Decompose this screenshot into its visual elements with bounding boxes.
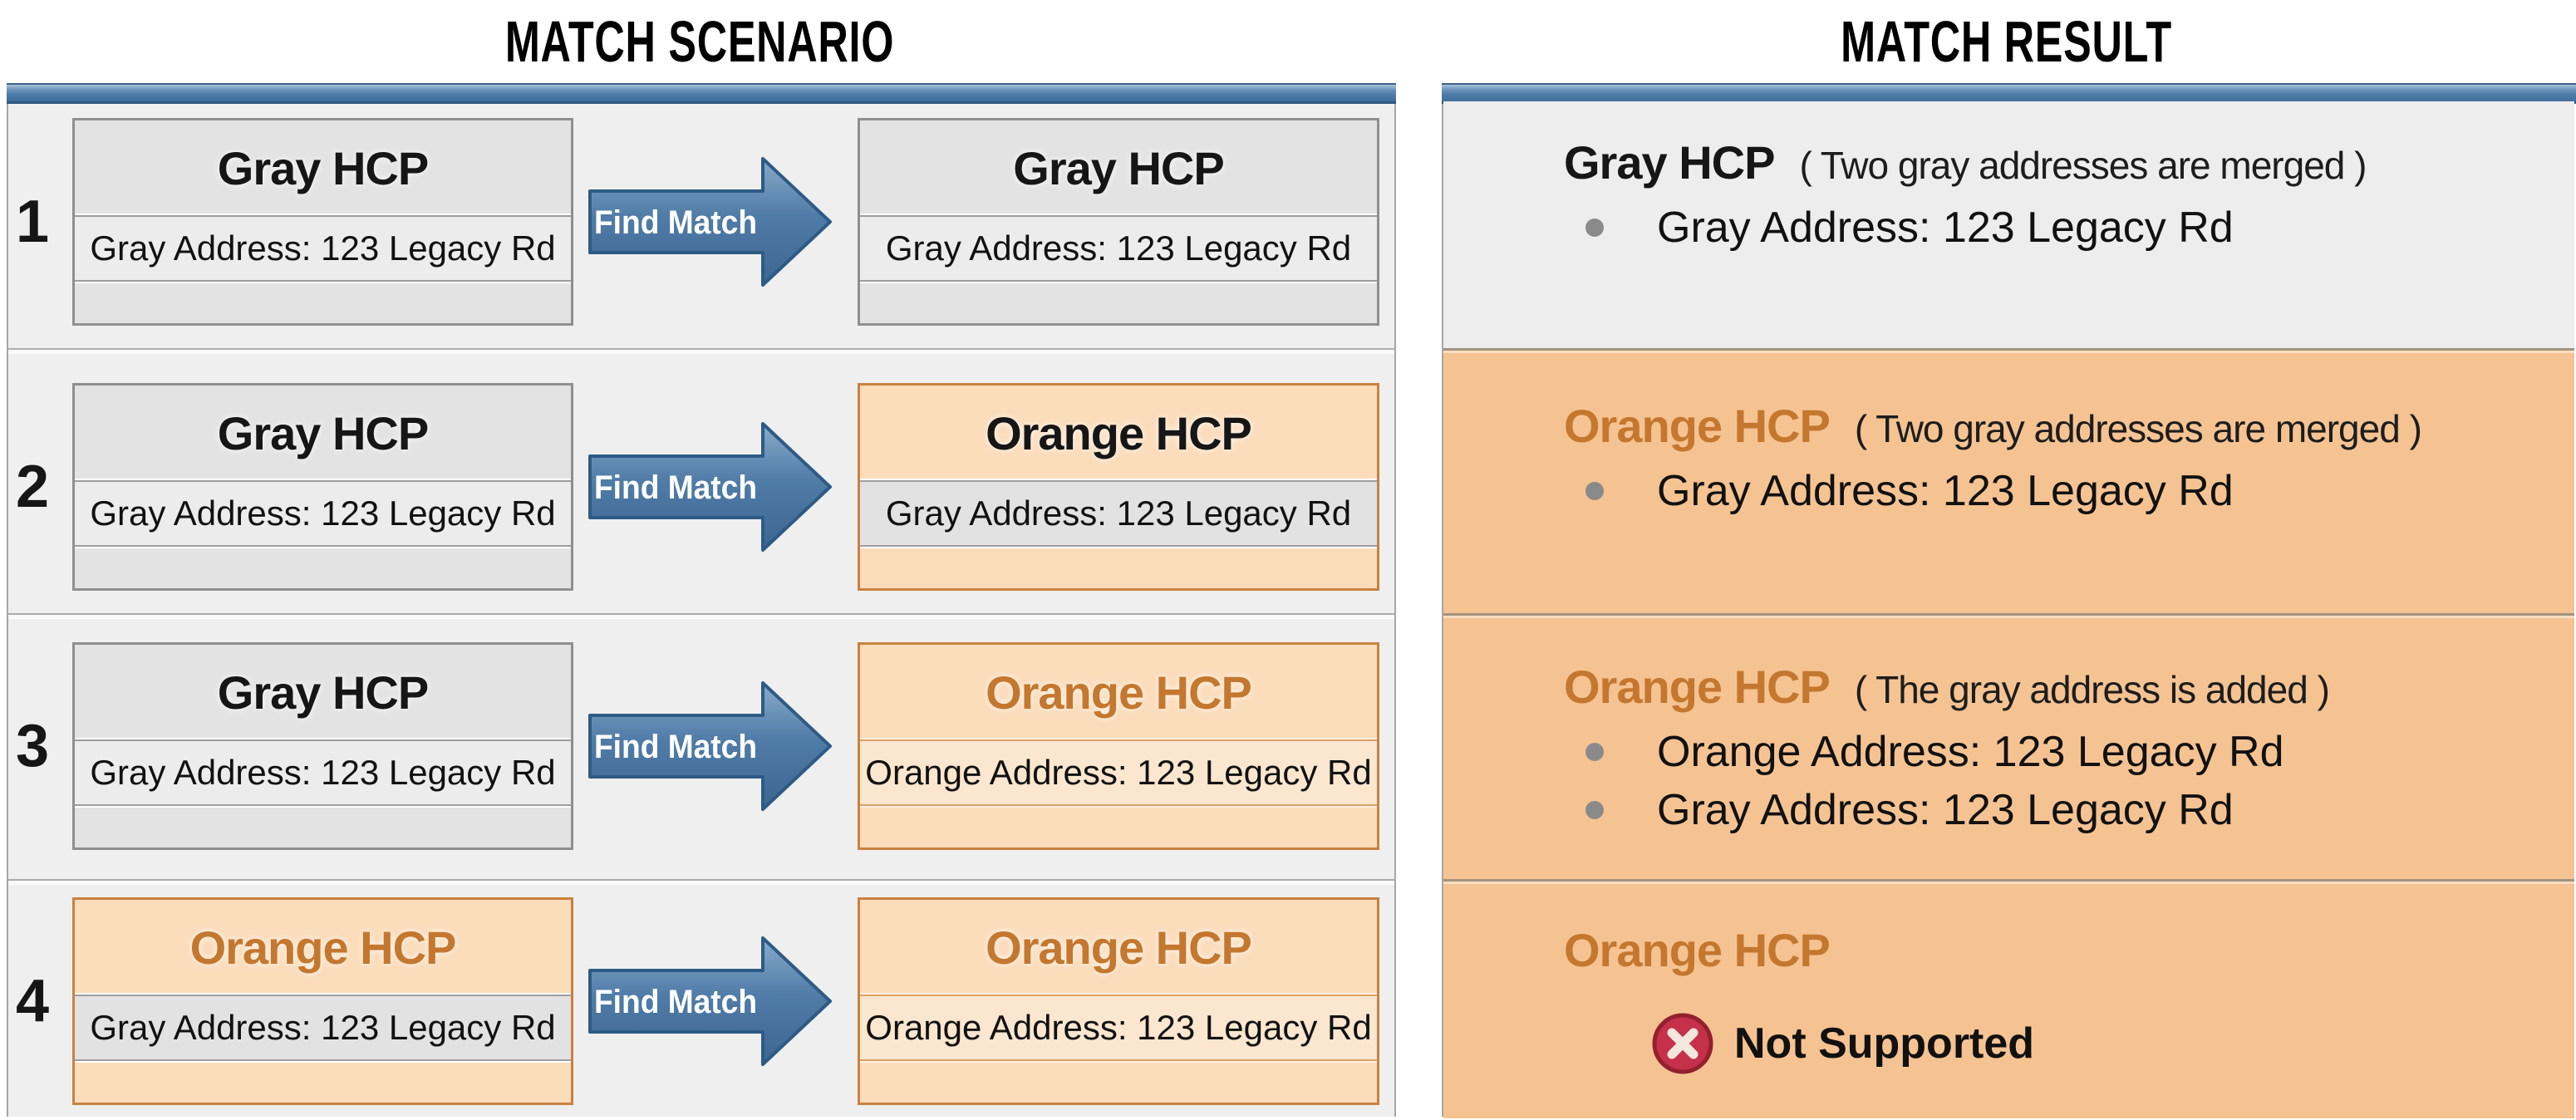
result-note: ( Two gray addresses are merged ) (1799, 144, 2367, 187)
result-note: ( Two gray addresses are merged ) (1854, 407, 2422, 450)
scenario-row-2: 2 Gray HCP Gray Address: 123 Legacy Rd F… (8, 348, 1394, 615)
hcp-card-title: Orange HCP (986, 406, 1252, 459)
find-match-label: Find Match (594, 204, 757, 241)
hcp-card-empty-row (75, 282, 571, 323)
result-address-text: Gray Address: 123 Legacy Rd (1657, 204, 2234, 252)
bullet-dot-icon (1585, 482, 1604, 500)
scenario-number: 2 (15, 454, 50, 520)
result-bullet-item: Orange Address: 123 Legacy Rd (1585, 723, 2574, 781)
result-note: ( The gray address is added ) (1854, 668, 2330, 711)
scenario-row-3: 3 Gray HCP Gray Address: 123 Legacy Rd F… (8, 613, 1394, 881)
not-supported-status: Not Supported (1651, 1012, 2574, 1075)
result-hcp-name: Orange HCP (1564, 661, 1831, 713)
hcp-card: Orange HCP Gray Address: 123 Legacy Rd (72, 897, 573, 1105)
hcp-card: Orange HCP Orange Address: 123 Legacy Rd (858, 897, 1379, 1105)
error-x-icon (1652, 1013, 1713, 1074)
hcp-card: Gray HCP Gray Address: 123 Legacy Rd (72, 383, 573, 591)
result-row-header: Gray HCP ( Two gray addresses are merged… (1564, 130, 2574, 199)
scenario-title: MATCH SCENARIO (504, 9, 895, 74)
hcp-card: Gray HCP Gray Address: 123 Legacy Rd (72, 642, 573, 850)
result-row-1: Gray HCP ( Two gray addresses are merged… (1443, 101, 2574, 348)
bullet-dot-icon (1585, 743, 1604, 761)
find-match-arrow-icon: Find Match (588, 681, 832, 811)
result-row-header: Orange HCP ( Two gray addresses are merg… (1564, 393, 2574, 462)
hcp-card-address: Orange Address: 123 Legacy Rd (860, 739, 1377, 806)
hcp-card-address: Gray Address: 123 Legacy Rd (75, 215, 571, 282)
hcp-card-address: Gray Address: 123 Legacy Rd (75, 480, 571, 547)
bullet-dot-icon (1585, 219, 1604, 237)
result-address-text: Orange Address: 123 Legacy Rd (1657, 728, 2284, 776)
hcp-card-address: Gray Address: 123 Legacy Rd (860, 480, 1377, 547)
hcp-card-title: Orange HCP (189, 921, 457, 974)
match-scenario-panel: 1 Gray HCP Gray Address: 123 Legacy Rd F… (7, 83, 1396, 1117)
scenario-number: 1 (15, 189, 50, 255)
hcp-card-title: Gray HCP (217, 666, 429, 719)
bullet-dot-icon (1585, 801, 1604, 819)
result-address-text: Gray Address: 123 Legacy Rd (1657, 467, 2234, 515)
hcp-card-empty-row (75, 1061, 571, 1103)
result-hcp-name: Gray HCP (1564, 136, 1775, 189)
result-hcp-name: Orange HCP (1564, 924, 1831, 976)
hcp-card-title: Orange HCP (986, 666, 1252, 719)
hcp-card-empty-row (860, 282, 1377, 323)
hcp-card: Gray HCP Gray Address: 123 Legacy Rd (858, 118, 1379, 326)
scenario-row-4: 4 Orange HCP Gray Address: 123 Legacy Rd… (8, 879, 1394, 1120)
scenario-number: 4 (15, 968, 50, 1034)
scenario-row-1: 1 Gray HCP Gray Address: 123 Legacy Rd F… (8, 101, 1394, 348)
hcp-card-title: Gray HCP (217, 141, 429, 194)
find-match-label: Find Match (594, 984, 757, 1020)
find-match-arrow-icon: Find Match (588, 157, 832, 287)
scenario-number: 3 (15, 713, 50, 779)
hcp-card-address: Gray Address: 123 Legacy Rd (75, 739, 571, 806)
not-supported-label: Not Supported (1734, 1019, 2035, 1068)
hcp-card: Orange HCP Gray Address: 123 Legacy Rd (858, 383, 1379, 591)
hcp-card-title: Gray HCP (1013, 141, 1224, 194)
result-bullet-item: Gray Address: 123 Legacy Rd (1585, 462, 2574, 520)
hcp-card-address: Gray Address: 123 Legacy Rd (860, 215, 1377, 282)
hcp-card-empty-row (860, 806, 1377, 847)
hcp-card: Orange HCP Orange Address: 123 Legacy Rd (858, 642, 1379, 850)
find-match-arrow-icon: Find Match (588, 422, 832, 552)
result-row-header: Orange HCP ( The gray address is added ) (1564, 654, 2574, 723)
result-bullet-item: Gray Address: 123 Legacy Rd (1585, 781, 2574, 839)
find-match-label: Find Match (594, 729, 757, 765)
result-hcp-name: Orange HCP (1564, 400, 1831, 452)
find-match-label: Find Match (594, 469, 757, 506)
result-title: MATCH RESULT (1841, 9, 2172, 74)
hcp-card-empty-row (75, 547, 571, 588)
result-bullet-item: Gray Address: 123 Legacy Rd (1585, 199, 2574, 257)
scenario-header-bar (7, 83, 1396, 104)
hcp-card-title: Orange HCP (986, 921, 1252, 974)
hcp-card-address: Orange Address: 123 Legacy Rd (860, 995, 1377, 1061)
match-result-panel: Gray HCP ( Two gray addresses are merged… (1442, 83, 2576, 1118)
result-header-bar (1442, 83, 2576, 104)
find-match-arrow-icon: Find Match (588, 936, 832, 1066)
hcp-card-empty-row (75, 806, 571, 847)
result-row-2: Orange HCP ( Two gray addresses are merg… (1443, 348, 2574, 613)
hcp-card: Gray HCP Gray Address: 123 Legacy Rd (72, 118, 573, 326)
result-address-text: Gray Address: 123 Legacy Rd (1657, 786, 2234, 834)
hcp-card-title: Gray HCP (217, 406, 429, 459)
result-row-header: Orange HCP (1564, 917, 2574, 984)
result-row-3: Orange HCP ( The gray address is added )… (1443, 613, 2574, 879)
hcp-card-empty-row (860, 1061, 1377, 1103)
hcp-card-empty-row (860, 547, 1377, 588)
result-row-4: Orange HCP Not Supported (1443, 879, 2574, 1118)
hcp-card-address: Gray Address: 123 Legacy Rd (75, 995, 571, 1061)
